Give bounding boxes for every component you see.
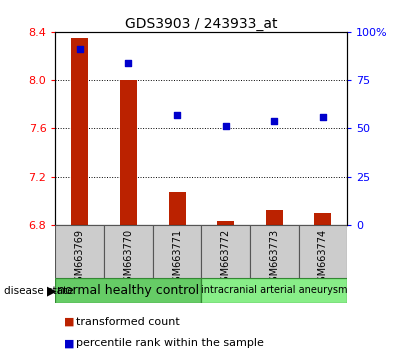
- Bar: [169, 192, 186, 225]
- Text: disease state: disease state: [4, 286, 74, 296]
- Text: GSM663769: GSM663769: [75, 229, 85, 288]
- Text: ■: ■: [64, 317, 74, 327]
- Bar: [55, 225, 104, 278]
- Text: ▶: ▶: [46, 285, 56, 298]
- Bar: [266, 210, 283, 225]
- Point: [76, 46, 83, 52]
- Bar: [299, 225, 347, 278]
- Bar: [120, 80, 137, 225]
- Bar: [201, 278, 347, 303]
- Text: ■: ■: [64, 338, 74, 348]
- Text: GSM663774: GSM663774: [318, 229, 328, 288]
- Bar: [104, 225, 153, 278]
- Title: GDS3903 / 243933_at: GDS3903 / 243933_at: [125, 17, 278, 31]
- Text: intracranial arterial aneurysm: intracranial arterial aneurysm: [201, 285, 348, 295]
- Text: transformed count: transformed count: [76, 317, 180, 327]
- Bar: [153, 225, 201, 278]
- Text: GSM663771: GSM663771: [172, 229, 182, 288]
- Point: [174, 112, 180, 118]
- Text: percentile rank within the sample: percentile rank within the sample: [76, 338, 264, 348]
- Bar: [217, 221, 234, 225]
- Point: [320, 114, 326, 120]
- Text: normal healthy control: normal healthy control: [58, 284, 199, 297]
- Text: GSM663772: GSM663772: [221, 229, 231, 288]
- Text: GSM663770: GSM663770: [123, 229, 134, 288]
- Bar: [55, 278, 201, 303]
- Text: GSM663773: GSM663773: [269, 229, 279, 288]
- Point: [222, 124, 229, 129]
- Point: [271, 118, 277, 124]
- Bar: [314, 213, 332, 225]
- Bar: [71, 38, 88, 225]
- Bar: [250, 225, 299, 278]
- Point: [125, 60, 132, 65]
- Bar: [201, 225, 250, 278]
